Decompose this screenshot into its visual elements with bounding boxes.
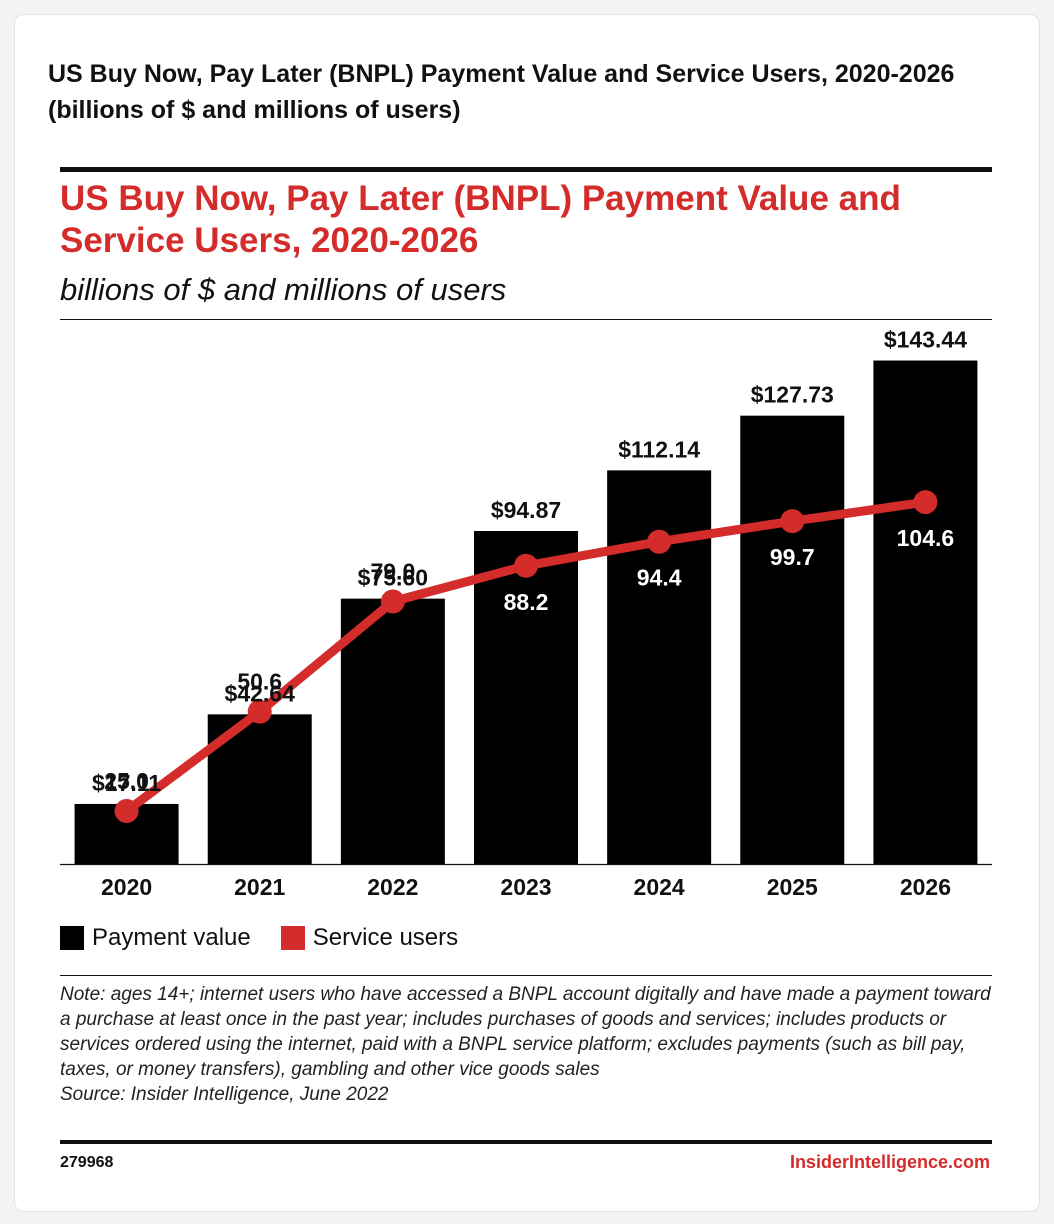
bar-label-payment-value-2022: $75.60 <box>358 565 428 591</box>
legend-swatch-payment-value <box>60 926 84 950</box>
bar-payment-value-2022 <box>340 598 445 864</box>
note-text: Note: ages 14+; internet users who have … <box>60 984 991 1080</box>
marker-service-users-2022 <box>380 589 405 614</box>
note-rule <box>60 975 992 976</box>
bar-label-payment-value-2026: $143.44 <box>884 327 967 353</box>
x-tick-label-2020: 2020 <box>101 874 152 900</box>
line-label-service-users-2024: 94.4 <box>637 565 682 591</box>
marker-service-users-2024 <box>647 529 672 554</box>
x-tick-label-2023: 2023 <box>500 874 551 900</box>
marker-service-users-2021 <box>247 699 272 724</box>
x-tick-label-2025: 2025 <box>767 874 818 900</box>
legend-item-payment-value: Payment value <box>60 924 251 952</box>
line-label-service-users-2025: 99.7 <box>770 544 815 570</box>
bottom-rule <box>60 1140 992 1144</box>
line-label-service-users-2021: 50.6 <box>237 669 282 695</box>
x-tick-label-2026: 2026 <box>900 874 951 900</box>
chart-title: US Buy Now, Pay Later (BNPL) Payment Val… <box>60 179 901 260</box>
source-text: Source: Insider Intelligence, June 2022 <box>60 1084 389 1105</box>
line-label-service-users-2022: 79.0 <box>370 558 415 584</box>
marker-service-users-2020 <box>114 799 139 823</box>
top-rule <box>60 167 992 172</box>
line-label-service-users-2023: 88.2 <box>504 589 549 615</box>
x-tick-label-2024: 2024 <box>634 874 685 900</box>
bar-label-payment-value-2023: $94.87 <box>491 497 561 523</box>
page-title: US Buy Now, Pay Later (BNPL) Payment Val… <box>48 60 955 124</box>
legend-label-payment-value: Payment value <box>92 924 251 951</box>
subtitle-rule <box>60 319 992 320</box>
bar-payment-value-2025 <box>740 415 845 864</box>
marker-service-users-2025 <box>780 509 805 534</box>
line-label-service-users-2026: 104.6 <box>897 525 955 551</box>
brand-link[interactable]: InsiderIntelligence.com <box>789 1152 990 1172</box>
legend: Payment value Service users <box>60 918 488 958</box>
bar-label-payment-value-2025: $127.73 <box>751 382 834 408</box>
legend-swatch-service-users <box>280 926 305 950</box>
marker-service-users-2026 <box>913 490 938 515</box>
x-tick-label-2021: 2021 <box>234 874 285 900</box>
bar-payment-value-2023 <box>474 531 578 864</box>
bar-label-payment-value-2024: $112.14 <box>618 436 700 462</box>
bar-payment-value-2024 <box>607 470 712 864</box>
line-label-service-users-2020: 25.0 <box>104 768 149 794</box>
chart-id: 279968 <box>60 1154 114 1171</box>
chart-subtitle: billions of $ and millions of users <box>60 272 507 307</box>
x-tick-label-2022: 2022 <box>367 874 418 900</box>
legend-item-service-users: Service users <box>280 924 459 952</box>
bar-label-payment-value-2021: $42.64 <box>225 680 296 706</box>
bar-payment-value-2026 <box>873 360 978 864</box>
legend-label-service-users: Service users <box>312 924 459 951</box>
bar-label-payment-value-2020: $17.11 <box>92 770 161 796</box>
chart-note: Note: ages 14+; internet users who have … <box>60 982 995 1107</box>
marker-service-users-2023 <box>514 553 538 578</box>
